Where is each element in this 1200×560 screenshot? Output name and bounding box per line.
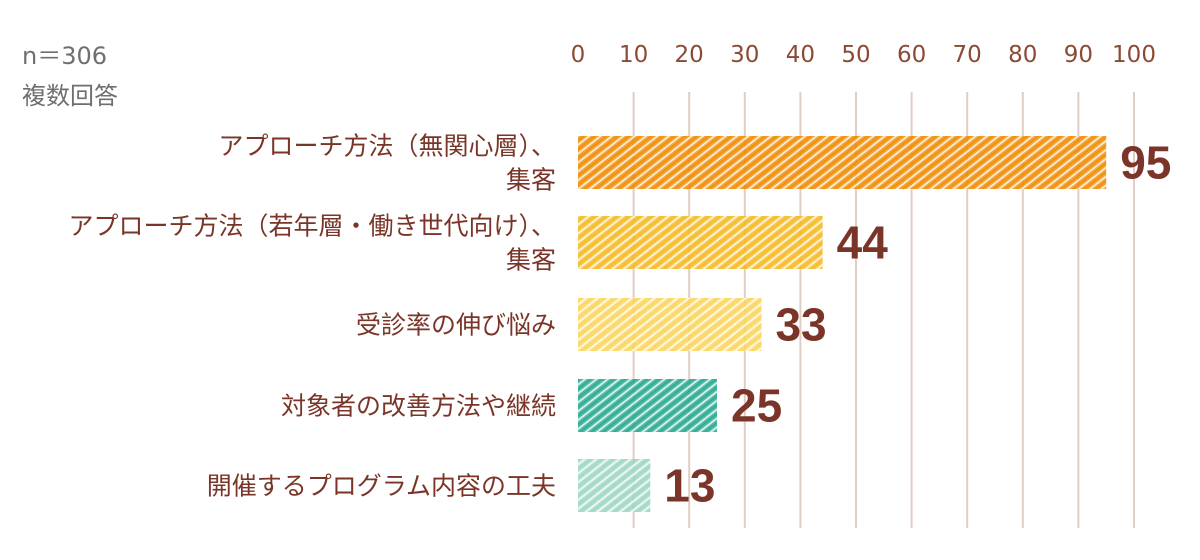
category-label: アプローチ方法（若年層・働き世代向け）、: [68, 212, 556, 241]
x-tick-label: 0: [571, 42, 586, 68]
value-label: 33: [775, 299, 826, 351]
category-label: 集客: [506, 246, 556, 275]
bar: [578, 216, 823, 269]
category-label: 対象者の改善方法や継続: [281, 392, 556, 421]
category-label: アプローチ方法（無関心層）、: [218, 132, 556, 161]
category-label: 開催するプログラム内容の工夫: [207, 472, 556, 501]
x-tick-label: 40: [786, 42, 815, 68]
bar: [578, 459, 651, 512]
x-tick-label: 50: [841, 42, 870, 68]
x-tick-label: 20: [675, 42, 704, 68]
bar: [578, 298, 762, 351]
sample-size-note: n＝306: [22, 42, 108, 70]
value-label: 25: [731, 380, 782, 432]
bar: [578, 379, 717, 432]
x-tick-label: 70: [953, 42, 982, 68]
x-tick-label: 30: [730, 42, 759, 68]
category-label: 受診率の伸び悩み: [356, 311, 556, 340]
bar: [578, 136, 1107, 189]
x-tick-label: 90: [1064, 42, 1093, 68]
x-tick-label: 80: [1008, 42, 1037, 68]
value-label: 95: [1120, 137, 1171, 189]
x-tick-label: 60: [897, 42, 926, 68]
category-label: 集客: [506, 166, 556, 195]
x-tick-label: 100: [1112, 42, 1156, 68]
multiple-answer-note: 複数回答: [22, 82, 118, 110]
x-tick-label: 10: [619, 42, 648, 68]
value-label: 44: [837, 217, 889, 269]
value-label: 13: [664, 460, 715, 512]
